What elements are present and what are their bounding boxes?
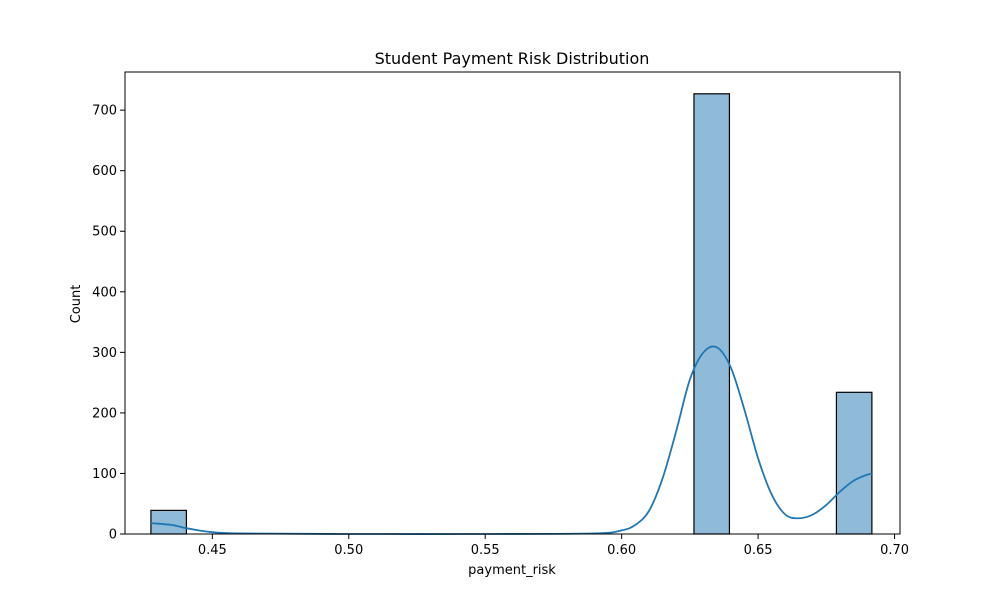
x-tick-label: 0.50 xyxy=(334,543,363,558)
y-tick-label: 600 xyxy=(92,164,117,179)
x-tick-label: 0.65 xyxy=(744,543,773,558)
y-tick-label: 200 xyxy=(92,406,117,421)
y-tick-label: 0 xyxy=(109,528,117,543)
y-tick-label: 500 xyxy=(92,225,117,240)
y-tick-label: 100 xyxy=(92,467,117,482)
histogram-bar-1 xyxy=(150,509,187,535)
y-tick-label: 300 xyxy=(92,346,117,361)
x-tick-label: 0.60 xyxy=(607,543,636,558)
y-tick-label: 400 xyxy=(92,285,117,300)
x-tick-label: 0.55 xyxy=(471,543,500,558)
kde-curve xyxy=(150,345,873,535)
plot-area: 0.45 0.50 0.55 0.60 0.65 0.70 0 100 200 300 400 500… xyxy=(92,71,909,558)
histogram-bar-2 xyxy=(693,93,731,535)
x-axis-label: payment_risk xyxy=(468,563,556,578)
x-tick-label: 0.70 xyxy=(880,543,909,558)
y-axis-label: Count xyxy=(69,285,84,324)
x-tick-label: 0.45 xyxy=(198,543,227,558)
chart-title: Student Payment Risk Distribution xyxy=(375,49,650,68)
histogram-bar-3 xyxy=(835,391,873,535)
y-tick-label: 700 xyxy=(92,104,117,119)
axes-frame xyxy=(124,71,901,535)
